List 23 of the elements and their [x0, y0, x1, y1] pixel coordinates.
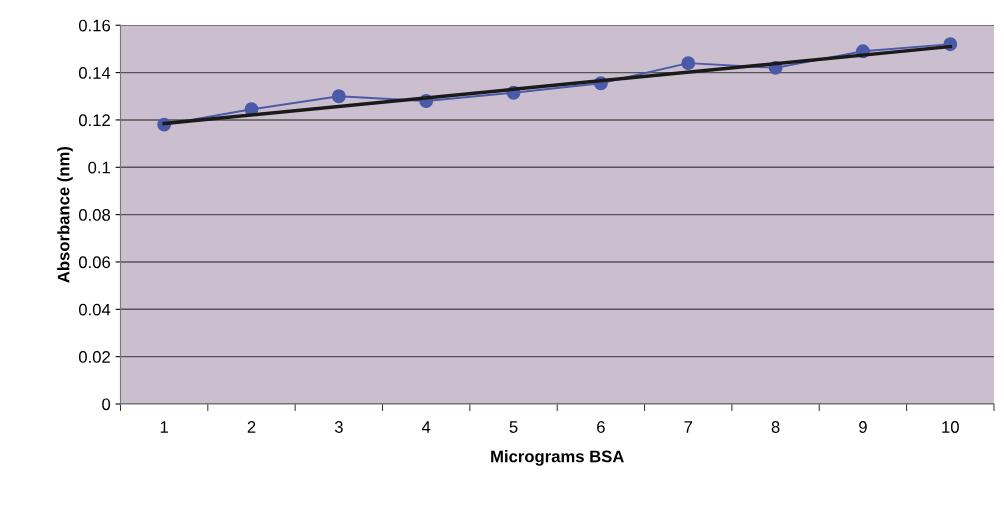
y-tick-label: 0.04 [78, 303, 111, 316]
x-tick-label: 7 [684, 421, 693, 433]
y-tick-label: 0.16 [78, 19, 111, 32]
x-tick-label: 4 [421, 421, 431, 433]
x-tick-label: 6 [597, 421, 605, 433]
point [681, 56, 696, 71]
y-tick-label: 0 [102, 398, 111, 411]
point [331, 89, 346, 104]
x-tick-label: 5 [509, 421, 518, 433]
y-tick-label: 0.08 [78, 209, 111, 221]
x-tick-label: 9 [859, 421, 867, 433]
x-tick-label: 3 [334, 421, 343, 433]
y-tick-label: 0.06 [78, 256, 111, 269]
y-axis-title: Absorbance (nm) [57, 146, 73, 283]
x-tick-label: 8 [771, 421, 780, 433]
y-tick-label: 0.12 [78, 114, 110, 127]
y-tick-label: 0.14 [78, 66, 111, 79]
y-tick-label: 0.1 [88, 161, 110, 174]
x-tick-label: 1 [160, 421, 168, 433]
x-tick-label: 2 [247, 421, 256, 433]
x-tick-label: 10 [942, 421, 959, 433]
y-tick-label: 0.02 [78, 351, 110, 363]
x-axis-title: Micrograms BSA [491, 450, 624, 466]
